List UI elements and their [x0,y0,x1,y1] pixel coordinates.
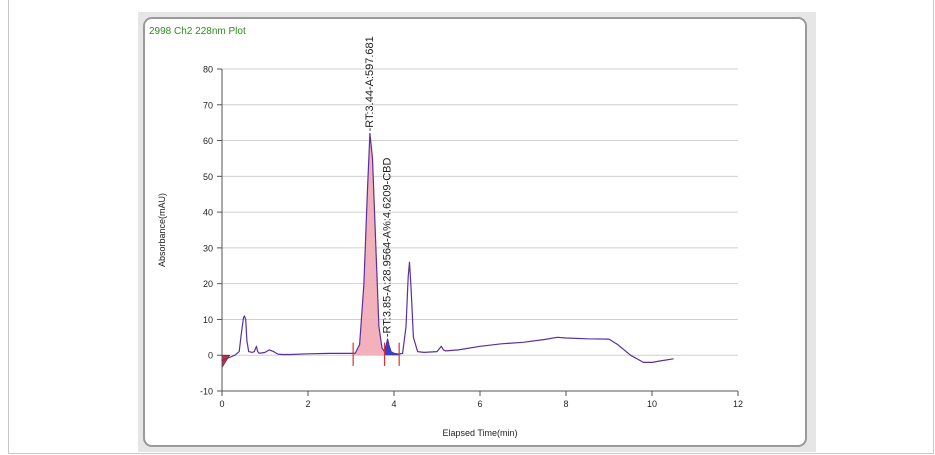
y-tick-label: 30 [203,243,213,253]
axes [217,68,739,396]
chart-panel [143,17,807,447]
x-axis-label: Elapsed Time(min) [442,428,517,438]
y-tick-label: 50 [203,172,213,182]
grid-lines [222,68,738,356]
y-tick-label: 0 [208,351,213,361]
peak-label-1: -RT:3.44-A:597.681 [364,36,376,131]
baseline-markers [352,342,400,366]
y-axis-label: Absorbance(mAU) [157,193,167,267]
series-group [221,132,674,363]
x-tick-label: 0 [219,399,224,409]
y-tick-label: 10 [203,315,213,325]
y-tick-label: 40 [203,208,213,218]
peak-label-2: -RT:3.85-A:28.9564-A%:4.6209-CBD [382,158,394,338]
x-tick-label: 6 [477,399,482,409]
viewer-border [8,0,934,454]
y-tick-label: 60 [203,136,213,146]
x-tick-label: 8 [563,399,568,409]
y-tick-label: 20 [203,279,213,289]
series-line [221,132,674,363]
peak-area-1 [353,133,385,356]
x-tick-label: 12 [733,399,743,409]
x-tick-label: 2 [305,399,310,409]
start-marker [221,354,231,369]
y-tick-label: 70 [203,100,213,110]
tick-labels: -10 0 10 20 30 40 50 60 70 80 0 2 4 6 8 10 12 [200,65,743,410]
y-tick-label: 80 [203,65,213,75]
x-tick-label: 10 [647,399,657,409]
x-tick-label: 4 [391,399,396,409]
chart-title: 2998 Ch2 228nm Plot [149,26,246,37]
y-tick-label: -10 [200,387,213,397]
peak-labels: -RT:3.44-A:597.681 -RT:3.85-A:28.9564-A%:… [364,36,394,337]
